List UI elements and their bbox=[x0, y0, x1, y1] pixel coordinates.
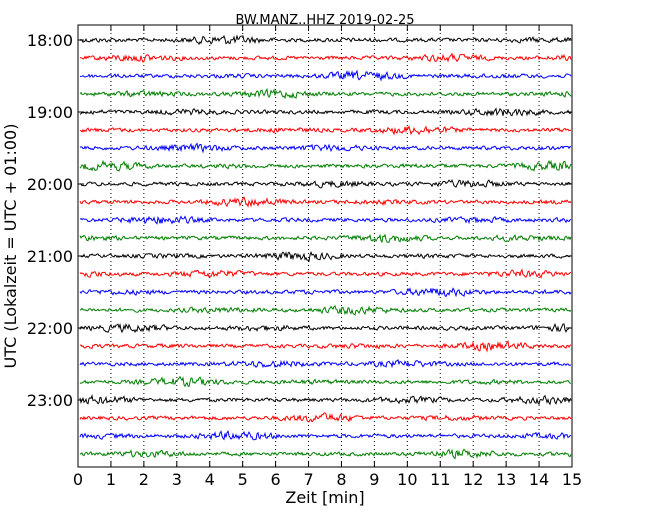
x-tick-label: 11 bbox=[430, 470, 450, 489]
x-tick-label: 3 bbox=[172, 470, 182, 489]
trace-2115 bbox=[79, 268, 572, 279]
trace-2100 bbox=[79, 250, 572, 263]
y-tick-label: 19:00 bbox=[27, 103, 73, 122]
y-axis: 18:00 19:00 20:00 21:00 22:00 23:00 bbox=[27, 31, 572, 410]
grid bbox=[110, 25, 540, 467]
traces bbox=[79, 34, 572, 460]
x-tick-label: 13 bbox=[496, 470, 516, 489]
y-tick-label: 18:00 bbox=[27, 31, 73, 50]
y-axis-label: UTC (Lokalzeit = UTC + 01:00) bbox=[1, 124, 20, 369]
trace-2015 bbox=[79, 196, 572, 208]
x-tick-label: 7 bbox=[303, 470, 313, 489]
trace-2215 bbox=[79, 340, 572, 353]
x-tick-label: 1 bbox=[106, 470, 116, 489]
x-tick-label: 14 bbox=[529, 470, 549, 489]
y-tick-label: 20:00 bbox=[27, 175, 73, 194]
trace-2315 bbox=[79, 412, 572, 423]
x-tick-label: 4 bbox=[205, 470, 215, 489]
trace-2245 bbox=[79, 375, 572, 388]
trace-1845 bbox=[79, 87, 572, 100]
trace-1815 bbox=[79, 52, 572, 63]
trace-2230 bbox=[79, 358, 572, 369]
trace-1830 bbox=[79, 69, 572, 82]
x-tick-label: 5 bbox=[238, 470, 248, 489]
x-tick-label: 2 bbox=[139, 470, 149, 489]
x-tick-label: 9 bbox=[369, 470, 379, 489]
trace-1915 bbox=[79, 125, 572, 136]
trace-1900 bbox=[79, 107, 572, 117]
trace-2045 bbox=[79, 233, 572, 244]
x-tick-label: 8 bbox=[336, 470, 346, 489]
y-tick-label: 21:00 bbox=[27, 247, 73, 266]
trace-2300 bbox=[79, 393, 572, 406]
trace-2000 bbox=[79, 178, 572, 189]
trace-1930 bbox=[79, 142, 572, 154]
chart-title: BW.MANZ..HHZ 2019-02-25 bbox=[235, 13, 414, 28]
x-tick-label: 0 bbox=[73, 470, 83, 489]
trace-2330 bbox=[79, 430, 572, 441]
trace-1800 bbox=[79, 34, 572, 46]
trace-2130 bbox=[79, 287, 572, 298]
plot-frame bbox=[77, 24, 573, 468]
x-axis: 0 1 2 3 4 5 6 7 8 9 10 11 12 13 14 15 bbox=[73, 25, 582, 489]
trace-1945 bbox=[79, 159, 572, 172]
trace-2145 bbox=[79, 305, 572, 316]
trace-2345 bbox=[79, 448, 572, 460]
y-tick-label: 23:00 bbox=[27, 391, 73, 410]
x-tick-label: 6 bbox=[271, 470, 281, 489]
x-tick-label: 12 bbox=[463, 470, 483, 489]
y-tick-label: 22:00 bbox=[27, 319, 73, 338]
x-tick-label: 15 bbox=[562, 470, 582, 489]
x-tick-label: 10 bbox=[397, 470, 417, 489]
trace-2030 bbox=[79, 215, 572, 225]
x-axis-label: Zeit [min] bbox=[285, 488, 364, 507]
trace-2200 bbox=[79, 322, 572, 334]
